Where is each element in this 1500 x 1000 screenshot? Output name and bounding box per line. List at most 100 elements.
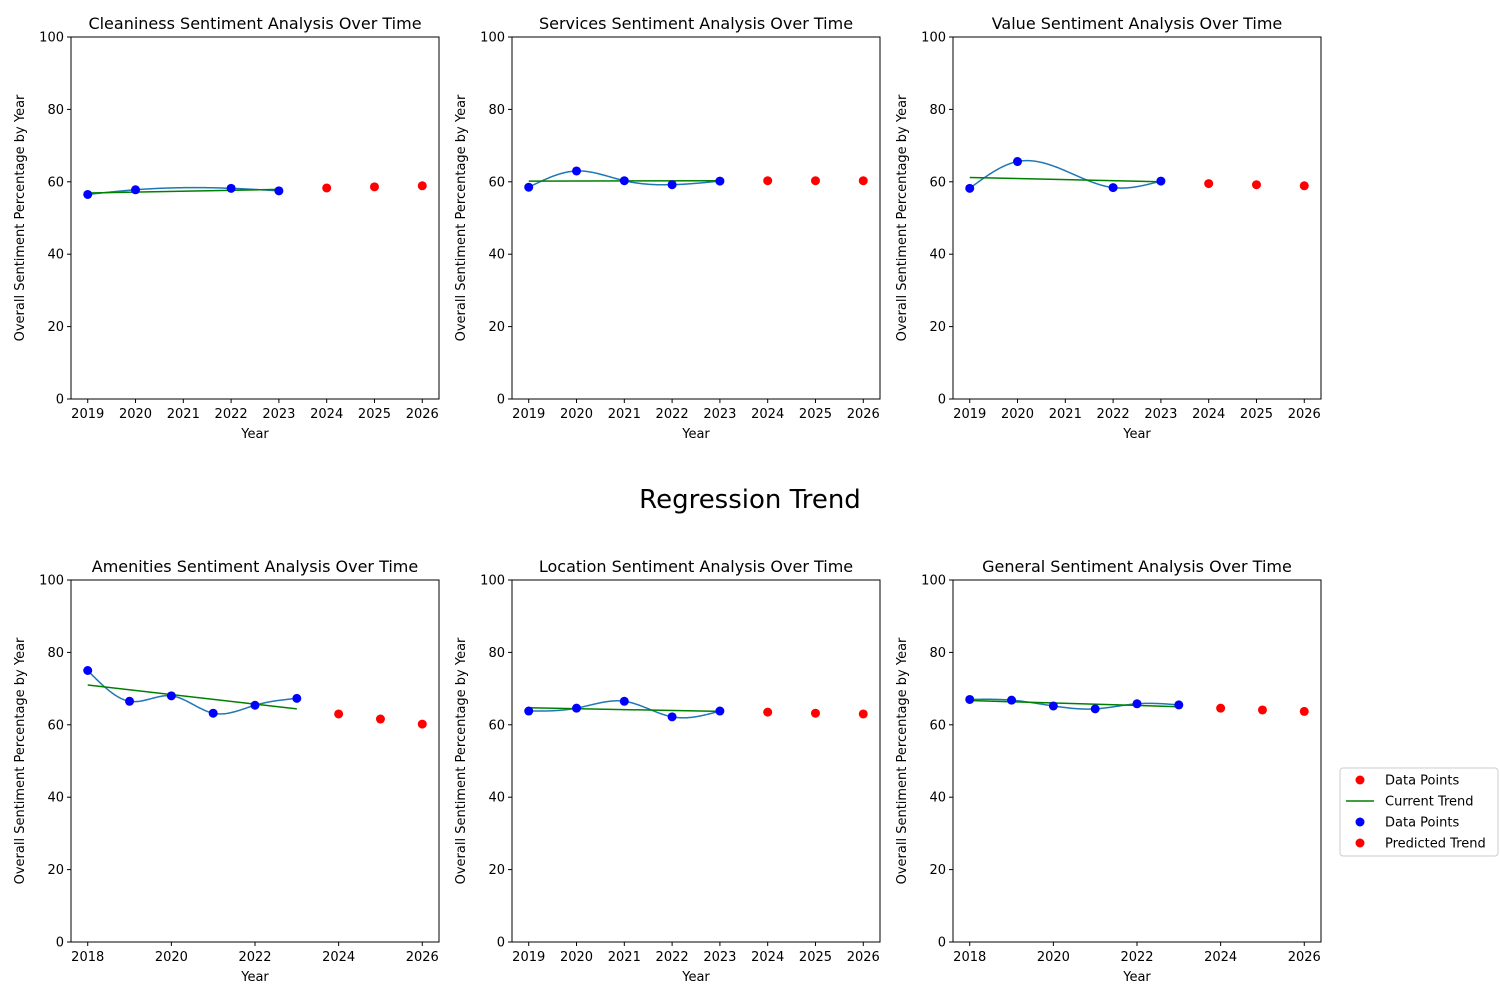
y-tick-label: 60 <box>488 718 505 733</box>
smooth-curve <box>87 186 279 196</box>
chart-title: Cleaniness Sentiment Analysis Over Time <box>88 14 421 33</box>
x-tick-label: 2023 <box>262 407 295 422</box>
chart-title: Amenities Sentiment Analysis Over Time <box>92 557 418 576</box>
predicted-point <box>417 719 427 729</box>
x-tick-label: 2026 <box>847 950 880 965</box>
predicted-point <box>375 714 385 724</box>
y-tick-label: 80 <box>47 103 64 118</box>
legend-marker-swatch <box>1355 838 1365 848</box>
data-point <box>1007 695 1017 705</box>
x-tick-label: 2023 <box>703 407 736 422</box>
data-point <box>1108 183 1118 193</box>
predicted-point <box>322 183 332 193</box>
y-axis-label: Overall Sentiment Percentage by Year <box>13 637 28 884</box>
data-point <box>208 708 218 718</box>
predicted-point <box>1257 705 1267 715</box>
chart-title: Location Sentiment Analysis Over Time <box>539 557 853 576</box>
predicted-point <box>417 181 427 191</box>
x-tick-label: 2020 <box>155 950 188 965</box>
y-tick-label: 40 <box>929 791 946 806</box>
y-tick-label: 0 <box>56 393 64 408</box>
predicted-point <box>1216 703 1226 713</box>
y-tick-label: 40 <box>929 248 946 263</box>
data-point <box>572 703 582 713</box>
x-tick-label: 2019 <box>512 407 545 422</box>
y-axis-label: Overall Sentiment Percentage by Year <box>13 94 28 341</box>
y-tick-label: 60 <box>47 718 64 733</box>
y-tick-label: 0 <box>497 393 505 408</box>
y-tick-label: 100 <box>39 31 64 46</box>
current-trend-line <box>87 188 279 194</box>
y-tick-label: 80 <box>488 646 505 661</box>
y-tick-label: 20 <box>929 320 946 335</box>
plot-frame <box>70 579 440 943</box>
x-tick-label: 2020 <box>119 407 152 422</box>
chart-title: Value Sentiment Analysis Over Time <box>992 14 1283 33</box>
x-tick-label: 2026 <box>406 950 439 965</box>
x-tick-label: 2019 <box>71 407 104 422</box>
data-point <box>292 693 302 703</box>
y-tick-label: 80 <box>929 103 946 118</box>
y-tick-label: 40 <box>488 248 505 263</box>
y-tick-label: 20 <box>47 863 64 878</box>
legend: Data Points Current Trend Data Points Predi… <box>1339 767 1499 857</box>
x-axis-label: Year <box>681 970 710 985</box>
data-point <box>965 183 975 193</box>
predicted-point <box>810 176 820 186</box>
y-axis-label: Overall Sentiment Percentage by Year <box>454 637 469 884</box>
x-tick-label: 2021 <box>1049 407 1082 422</box>
x-tick-label: 2022 <box>238 950 271 965</box>
x-axis-label: Year <box>681 427 710 442</box>
data-point <box>524 706 534 716</box>
y-tick-label: 100 <box>39 574 64 589</box>
data-point <box>715 176 725 186</box>
y-tick-label: 0 <box>938 936 946 951</box>
y-tick-label: 20 <box>47 320 64 335</box>
y-tick-label: 40 <box>47 248 64 263</box>
x-tick-label: 2024 <box>1192 407 1225 422</box>
x-tick-label: 2026 <box>847 407 880 422</box>
x-tick-label: 2021 <box>608 950 641 965</box>
x-tick-label: 2018 <box>71 950 104 965</box>
y-tick-label: 20 <box>488 320 505 335</box>
data-point <box>125 696 135 706</box>
chart-title: Services Sentiment Analysis Over Time <box>539 14 853 33</box>
x-axis-label: Year <box>1122 427 1151 442</box>
x-axis-label: Year <box>240 427 269 442</box>
x-tick-label: 2022 <box>656 950 689 965</box>
smooth-curve <box>87 669 297 715</box>
data-point <box>1156 176 1166 186</box>
y-tick-label: 100 <box>480 31 505 46</box>
plot-frame <box>511 579 881 943</box>
chart-panel: Services Sentiment Analysis Over Time 0 20… <box>454 14 881 442</box>
x-tick-label: 2024 <box>322 950 355 965</box>
x-tick-label: 2022 <box>1097 407 1130 422</box>
data-point <box>715 706 725 716</box>
data-point <box>572 166 582 176</box>
x-tick-label: 2019 <box>512 950 545 965</box>
y-tick-label: 60 <box>929 175 946 190</box>
x-axis-label: Year <box>1122 970 1151 985</box>
data-point <box>1132 699 1142 709</box>
predicted-point <box>369 182 379 192</box>
legend-label: Data Points <box>1385 774 1459 789</box>
predicted-point <box>763 176 773 186</box>
legend-label: Current Trend <box>1385 795 1474 810</box>
y-tick-label: 80 <box>929 646 946 661</box>
plot-frame <box>70 36 440 400</box>
y-tick-label: 0 <box>497 936 505 951</box>
data-point <box>524 182 534 192</box>
x-tick-label: 2021 <box>608 407 641 422</box>
chart-panel: General Sentiment Analysis Over Time 0 20 4… <box>895 557 1322 985</box>
plot-frame <box>952 36 1322 400</box>
data-point <box>965 694 975 704</box>
y-tick-label: 60 <box>47 175 64 190</box>
data-point <box>1174 700 1184 710</box>
plot-frame <box>952 579 1322 943</box>
x-tick-label: 2024 <box>751 950 784 965</box>
legend-label: Predicted Trend <box>1385 837 1486 852</box>
data-point <box>274 186 284 196</box>
x-tick-label: 2022 <box>215 407 248 422</box>
x-tick-label: 2020 <box>560 407 593 422</box>
